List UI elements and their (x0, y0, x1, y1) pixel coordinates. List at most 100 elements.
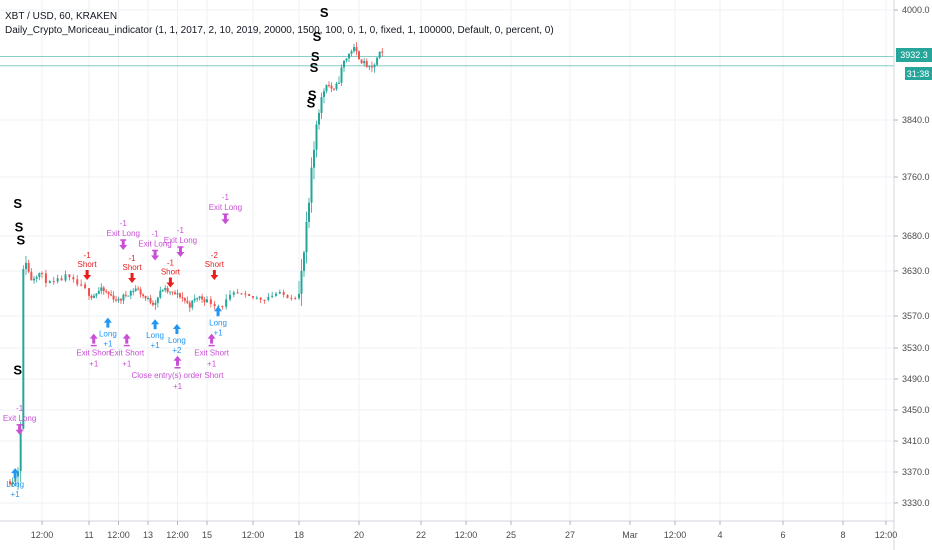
candle-body (355, 47, 358, 52)
candle-body (217, 305, 220, 307)
candle-body (325, 84, 328, 92)
candle-body (221, 305, 224, 307)
price-axis-label: 3840.0 (902, 115, 930, 125)
candle-body (132, 290, 135, 292)
candle-body (348, 53, 350, 59)
candle-body (90, 295, 93, 298)
candle-body (92, 295, 95, 298)
candle-body (252, 296, 254, 298)
candle-body (124, 294, 127, 296)
time-axis-label: 12:00 (242, 530, 265, 540)
short-qty: -1 (84, 251, 92, 260)
study-title[interactable]: Daily_Crypto_Moriceau_indicator (1, 1, 2… (5, 25, 554, 36)
exit-long-qty: -1 (16, 404, 24, 413)
time-axis-label: 12:00 (31, 530, 54, 540)
time-axis[interactable]: 12:00 11 12:00 13 12:00 15 12:00 18 20 22 12:00 25 2… (31, 521, 898, 540)
candle-body (186, 300, 189, 303)
candle-body (134, 288, 137, 291)
candle-body (320, 97, 323, 113)
long-arrow (11, 468, 20, 479)
exit-short-qty: +1 (122, 360, 132, 369)
candle-body (188, 302, 191, 308)
candle-body (44, 273, 47, 283)
exit-long-label: Exit Long (107, 229, 140, 238)
s-marker: S (308, 87, 317, 102)
candle-body (154, 302, 157, 305)
time-axis-label: 12:00 (664, 530, 687, 540)
price-axis-label: 3410.0 (902, 436, 930, 446)
exit-long-arrow (221, 214, 230, 225)
candle-body (112, 295, 115, 300)
long-arrow (151, 319, 160, 330)
candle-body (310, 167, 313, 203)
exit-short-arrow (207, 333, 216, 344)
candle-body (35, 276, 38, 279)
short-label: Short (161, 268, 181, 277)
candle-body (48, 281, 51, 283)
price-axis-label: 3530.0 (902, 343, 930, 353)
long-qty: +2 (172, 346, 182, 355)
candle-body (88, 288, 90, 296)
candle-body (275, 293, 277, 296)
candle-body (181, 297, 184, 299)
exit-short-label: Exit Short (76, 349, 111, 358)
candle-body (9, 481, 11, 485)
candle-body (164, 288, 167, 291)
exit-short-qty: +1 (207, 360, 217, 369)
exit-short-arrow (173, 355, 182, 366)
candle-body (290, 297, 293, 299)
candle-body (381, 51, 384, 53)
short-arrow (83, 270, 92, 280)
candle-body (60, 278, 63, 281)
candle-body (232, 292, 235, 295)
time-axis-label: Mar (622, 530, 638, 540)
candle-body (129, 291, 132, 296)
candle-body (72, 277, 75, 280)
long-arrow (214, 306, 223, 317)
time-axis-label: 12:00 (455, 530, 478, 540)
candle-body (122, 294, 125, 301)
candle-body (206, 299, 208, 303)
candle-body (236, 292, 239, 294)
candle-body (378, 51, 381, 58)
candle-body (201, 296, 204, 300)
symbol-title[interactable]: XBT / USD, 60, KRAKEN (5, 11, 118, 22)
candle-body (267, 296, 270, 300)
chart-legend: XBT / USD, 60, KRAKEN Daily_Crypto_Moric… (5, 10, 554, 38)
price-axis-label: 3370.0 (902, 467, 930, 477)
short-label: Short (78, 260, 98, 269)
candle-body (305, 221, 308, 253)
candle-body (338, 82, 340, 84)
candle-body (213, 304, 216, 307)
candle-body (343, 60, 345, 68)
candle-body (350, 51, 353, 54)
short-qty: -1 (167, 259, 175, 268)
price-axis-label: 3570.0 (902, 311, 930, 321)
candle-body (176, 293, 179, 295)
exit-long-label: Exit Long (3, 414, 36, 423)
candle-body (282, 292, 285, 295)
countdown-tag (905, 67, 932, 80)
candle-body (318, 112, 320, 125)
s-marker: S (17, 232, 26, 247)
candle-body (376, 57, 379, 65)
candle-body (360, 59, 363, 64)
s-marker: S (310, 60, 319, 75)
price-axis[interactable]: 3330.0 3370.0 3410.0 3450.0 3490.0 3530.0 3570… (894, 5, 930, 508)
s-marker: S (311, 49, 320, 64)
candle-body (84, 284, 87, 289)
long-label: Long (168, 336, 186, 345)
candle-body (315, 124, 318, 150)
candle-body (171, 291, 174, 293)
time-axis-label: 25 (506, 530, 516, 540)
candle-body (144, 296, 147, 299)
candle-body (127, 295, 130, 297)
candle-body (137, 288, 140, 290)
candle-body (161, 290, 164, 292)
candle-body (294, 298, 297, 300)
candle-body (373, 64, 376, 68)
exit-long-qty: -1 (222, 193, 230, 202)
candle-body (27, 262, 30, 272)
